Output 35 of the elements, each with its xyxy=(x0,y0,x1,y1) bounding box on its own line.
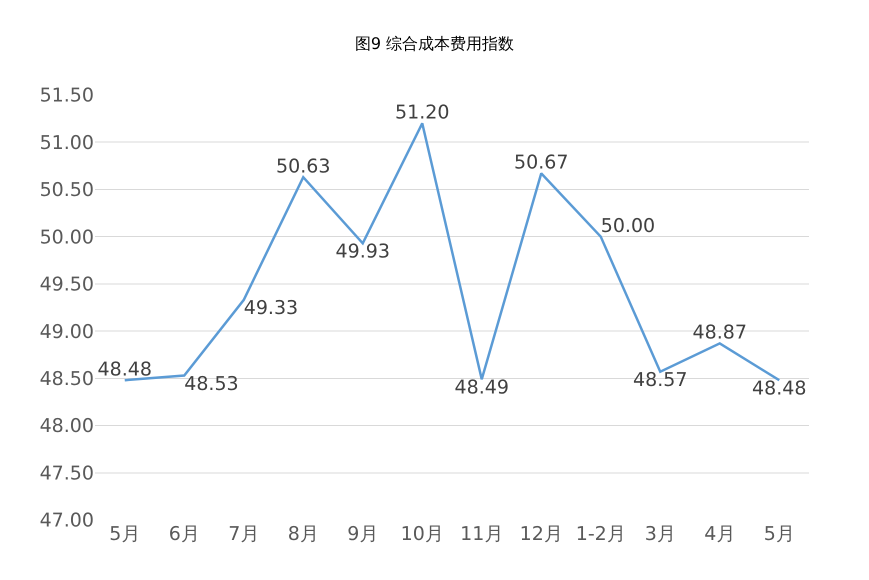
data-label: 48.49 xyxy=(454,376,509,399)
data-label: 48.87 xyxy=(692,322,747,344)
data-label: 50.67 xyxy=(514,152,568,174)
x-tick-label: 12月 xyxy=(520,523,563,545)
data-label: 48.48 xyxy=(98,358,152,380)
y-tick-label: 47.00 xyxy=(40,510,94,532)
x-tick-label: 8月 xyxy=(288,523,319,545)
data-label: 51.20 xyxy=(395,102,450,124)
y-tick-label: 49.50 xyxy=(40,274,94,296)
chart-title: 图9 综合成本费用指数 xyxy=(354,34,514,53)
y-tick-label: 51.00 xyxy=(40,132,94,154)
x-tick-label: 9月 xyxy=(347,523,378,545)
x-tick-label: 10月 xyxy=(400,523,444,545)
y-tick-label: 50.50 xyxy=(40,179,94,202)
x-tick-label: 11月 xyxy=(460,523,504,545)
data-label: 50.63 xyxy=(276,155,330,178)
y-tick-label: 48.00 xyxy=(40,415,94,438)
y-tick-label: 51.50 xyxy=(40,84,94,107)
x-tick-label: 3月 xyxy=(644,523,676,545)
x-tick-label: 1-2月 xyxy=(576,523,626,545)
data-label: 49.33 xyxy=(244,297,298,320)
x-tick-label: 4月 xyxy=(704,523,736,545)
data-label: 48.48 xyxy=(752,377,806,400)
y-tick-label: 48.50 xyxy=(40,368,94,390)
y-tick-label: 50.00 xyxy=(40,226,94,248)
data-label: 48.53 xyxy=(184,372,239,395)
x-tick-label: 6月 xyxy=(168,523,200,545)
y-tick-label: 47.50 xyxy=(40,462,94,484)
y-tick-label: 49.00 xyxy=(40,320,94,343)
x-tick-label: 5月 xyxy=(764,523,795,545)
data-label: 49.93 xyxy=(336,240,390,263)
x-tick-label: 5月 xyxy=(109,523,140,545)
data-label: 48.57 xyxy=(633,368,688,391)
x-tick-label: 7月 xyxy=(228,523,260,545)
data-label: 50.00 xyxy=(600,214,656,237)
